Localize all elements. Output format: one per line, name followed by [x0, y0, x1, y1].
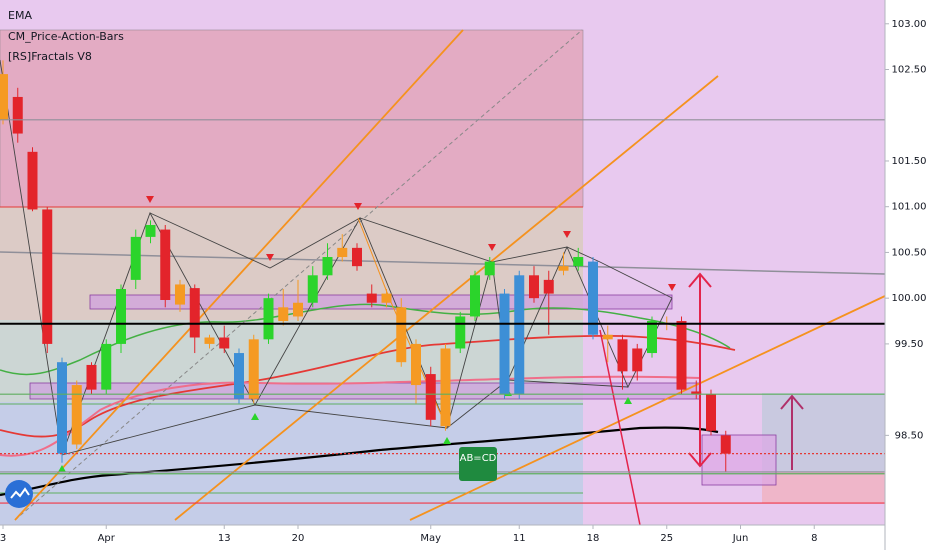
candle-body: [160, 229, 171, 300]
indicator-label: CM_Price-Action-Bars: [8, 30, 124, 43]
candle-body: [86, 364, 97, 390]
candle-body: [322, 257, 333, 276]
arrows: [688, 272, 804, 470]
candle-body: [647, 321, 657, 354]
candle-body: [529, 275, 539, 299]
candle-body: [617, 339, 628, 372]
candle-body: [278, 307, 289, 322]
moving-averages: [0, 303, 736, 497]
candle-body: [425, 374, 436, 420]
candle-body: [116, 289, 126, 344]
candle-body: [720, 435, 731, 454]
candle-body: [130, 236, 141, 280]
candle-body: [263, 298, 274, 340]
y-tick-label: 101.00: [892, 202, 927, 213]
candle-body: [455, 316, 466, 349]
candle-body: [706, 394, 716, 431]
candle-body: [234, 353, 244, 399]
candle-body: [691, 391, 702, 395]
x-tick-label: 11: [513, 533, 526, 544]
x-tick-label: 18: [587, 533, 600, 544]
candle-body: [189, 288, 200, 338]
x-tick-label: 3: [0, 533, 6, 544]
candle-body: [396, 307, 407, 363]
legend: EMA CM_Price-Action-Bars [RS]Fractals V8: [8, 9, 124, 63]
candle-body: [101, 343, 112, 390]
candle-body: [204, 337, 215, 344]
y-tick-label: 100.50: [892, 247, 927, 258]
annotation-label: AB=CD: [460, 453, 497, 464]
candle-body: [499, 293, 510, 395]
candle-body: [484, 261, 495, 276]
candle-body: [543, 279, 554, 294]
x-axis-panel: [0, 525, 885, 550]
candle-body: [573, 257, 584, 267]
x-tick-label: 13: [218, 533, 231, 544]
candle-body: [175, 284, 185, 305]
logo-mark: [10, 487, 30, 499]
zones: [29, 294, 777, 486]
candle-body: [411, 343, 421, 386]
level-lines-static: [0, 206, 583, 494]
candle-body: [12, 96, 23, 134]
candle-body: [366, 293, 377, 303]
candle-body: [676, 321, 687, 390]
candle-body: [470, 275, 480, 317]
x-tick-label: 20: [292, 533, 305, 544]
x-tick-label: 25: [660, 533, 673, 544]
candle-body: [57, 362, 67, 454]
candle-body: [602, 334, 613, 340]
candle-body: [42, 209, 53, 344]
candle-body: [219, 337, 230, 349]
candle-body: [352, 247, 362, 267]
x-tick-label: Jun: [732, 533, 749, 544]
candle-body: [145, 225, 156, 237]
candle-body: [632, 348, 643, 372]
axes: 98.50 99.50 100.00 100.50 101.00 101.50 102.50…: [0, 19, 927, 544]
candle-body: [27, 151, 38, 210]
candle-body: [0, 74, 8, 120]
candle-body: [71, 385, 82, 445]
x-tick-label: May: [420, 533, 441, 544]
indicator-label: EMA: [8, 9, 32, 22]
candle-body: [514, 275, 525, 395]
candle-body: [558, 266, 569, 271]
candle-body: [440, 348, 451, 427]
candle-body: [337, 247, 348, 258]
candle-body: [588, 261, 598, 335]
y-tick-label: 102.50: [892, 65, 927, 76]
background: [0, 0, 885, 525]
y-tick-label: 99.50: [895, 339, 924, 350]
y-tick-label: 101.50: [892, 156, 927, 167]
indicator-label: [RS]Fractals V8: [8, 50, 92, 63]
y-tick-label: 100.00: [892, 293, 927, 304]
annotation: AB=CD: [459, 447, 497, 481]
candle-body: [381, 293, 392, 303]
y-tick-label: 103.00: [892, 19, 927, 30]
y-axis-panel: [885, 0, 932, 550]
candle-body: [293, 302, 303, 317]
y-tick-label: 98.50: [895, 430, 924, 441]
candle-body: [248, 339, 259, 399]
candle-body: [307, 275, 318, 303]
x-tick-label: Apr: [98, 533, 116, 544]
candles: [0, 60, 731, 472]
x-tick-label: 8: [811, 533, 817, 544]
